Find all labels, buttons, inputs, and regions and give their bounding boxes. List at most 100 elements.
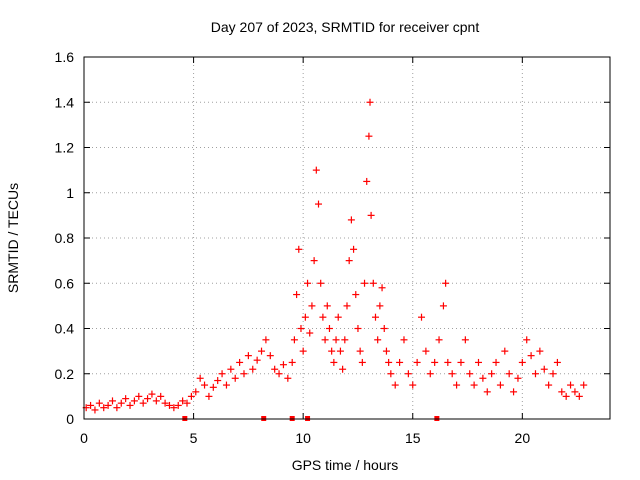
data-point [514,374,522,382]
data-point [126,401,134,409]
data-point [262,336,270,344]
data-point [205,392,213,400]
data-point [240,370,248,378]
data-point [558,388,566,396]
data-point [435,336,443,344]
x-tick-label: 20 [515,430,531,446]
data-point [426,370,434,378]
data-point [382,347,390,355]
data-point [117,399,125,407]
data-point [492,358,500,366]
data-point [332,336,340,344]
data-point [385,358,393,366]
data-point [165,401,173,409]
data-point [253,356,261,364]
data-point [343,302,351,310]
data-point [91,406,99,414]
data-point [231,374,239,382]
data-point [448,370,456,378]
data-point [315,200,323,208]
data-point [391,381,399,389]
data-point [266,352,274,360]
grid [84,57,610,419]
data-point [317,279,325,287]
data-point [323,302,331,310]
data-point [365,132,373,140]
data-point [288,358,296,366]
data-point [95,399,103,407]
data-point [336,347,344,355]
data-point [376,302,384,310]
data-point [396,358,404,366]
data-point [345,257,353,265]
data-point [244,352,252,360]
data-point [580,381,588,389]
data-point [470,381,478,389]
data-point [567,381,575,389]
x-tick-label: 10 [295,430,311,446]
data-point [400,336,408,344]
data-point [301,313,309,321]
data-point [214,377,222,385]
data-point [523,336,531,344]
data-point [341,336,349,344]
data-point [321,336,329,344]
data-point [352,291,360,299]
data-point [152,397,160,405]
data-point [457,358,465,366]
data-points [82,98,588,421]
x-axis-label: GPS time / hours [292,457,399,473]
data-point [306,329,314,337]
data-point [130,397,138,405]
data-point [361,279,369,287]
y-axis-label: SRMTID / TECUs [5,183,21,293]
y-tick-label: 0.6 [55,275,75,291]
data-point [347,216,355,224]
data-point [461,336,469,344]
data-point [279,361,287,369]
data-point [483,388,491,396]
plot-frame [83,56,611,420]
data-point [366,98,374,106]
data-point [369,279,377,287]
data-point [404,370,412,378]
data-point [157,392,165,400]
y-tick-label: 1.4 [55,94,75,110]
data-point [571,388,579,396]
data-point [284,374,292,382]
data-point [295,245,303,253]
data-point [510,388,518,396]
y-tick-label: 0.2 [55,366,75,382]
data-point [339,365,347,373]
data-point [325,325,333,332]
data-point [222,381,230,389]
data-point [466,370,474,378]
data-point [144,395,152,403]
data-point [201,381,209,389]
y-tick-label: 1.6 [55,49,75,65]
data-point [413,358,421,366]
y-tick-label: 1 [66,185,74,201]
data-point [545,381,553,389]
x-tick-label: 15 [405,430,421,446]
data-point [310,257,318,265]
chart-title: Day 207 of 2023, SRMTID for receiver cpn… [211,19,480,35]
data-point [501,347,509,355]
data-point [431,358,439,366]
data-point [290,336,298,344]
data-point [113,404,121,412]
data-point [350,245,358,253]
data-point [139,399,147,407]
data-point [527,352,535,360]
data-point [218,370,226,378]
data-point [271,365,279,373]
data-point [297,325,305,332]
data-point [161,399,169,407]
data-point [122,395,130,403]
data-point [227,365,235,373]
data-point [293,291,301,299]
data-point [196,374,204,382]
data-point [258,347,266,355]
data-point [183,399,191,407]
